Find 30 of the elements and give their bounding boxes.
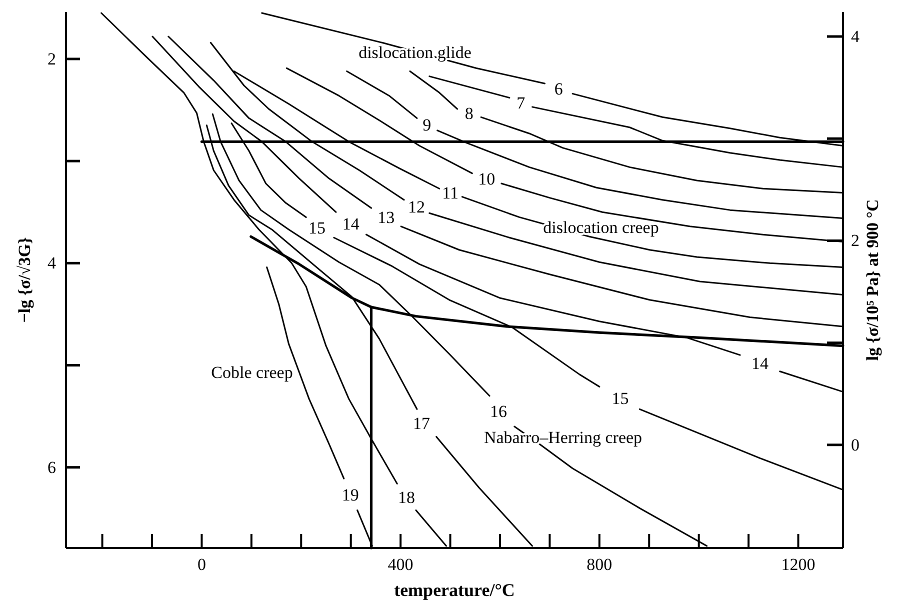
y2-axis-title: lg {σ/10⁵ Pa} at 900 °C: [863, 199, 882, 361]
y-axis-title: −lg {σ/√3G}: [15, 236, 34, 323]
y2-tick-label: 2: [851, 231, 860, 250]
series-label: 8: [464, 104, 474, 124]
x-tick-label: 800: [586, 555, 612, 574]
series-label: 17: [412, 414, 430, 433]
series-label: 9: [422, 115, 432, 134]
y-tick-label: 6: [48, 458, 56, 477]
annotation: Coble creep: [211, 362, 293, 382]
series-label: 7: [516, 93, 526, 112]
series-label: 16: [490, 402, 507, 422]
series-label: 6: [554, 80, 563, 99]
x-tick-label: 400: [388, 555, 414, 574]
series-label: 14: [342, 214, 360, 234]
series-label: 15: [308, 218, 326, 238]
y-tick-label: 2: [48, 49, 56, 68]
y-tick-label: 4: [48, 254, 56, 273]
text: 14: [751, 354, 768, 374]
x-tick-label: 1200: [781, 555, 816, 574]
series-label: 19: [342, 485, 359, 504]
series-label: 10: [478, 169, 496, 188]
x-axis-title: temperature/°C: [394, 580, 515, 600]
y2-tick-label: 4: [851, 26, 860, 46]
series-label: 12: [408, 197, 425, 216]
text: 15: [612, 388, 629, 408]
series-label: 18: [398, 488, 416, 507]
series-label: 13: [378, 208, 395, 228]
x-tick-label: 0: [197, 555, 206, 574]
series-label: 11: [442, 184, 458, 203]
y2-tick-label: 0: [851, 435, 860, 454]
